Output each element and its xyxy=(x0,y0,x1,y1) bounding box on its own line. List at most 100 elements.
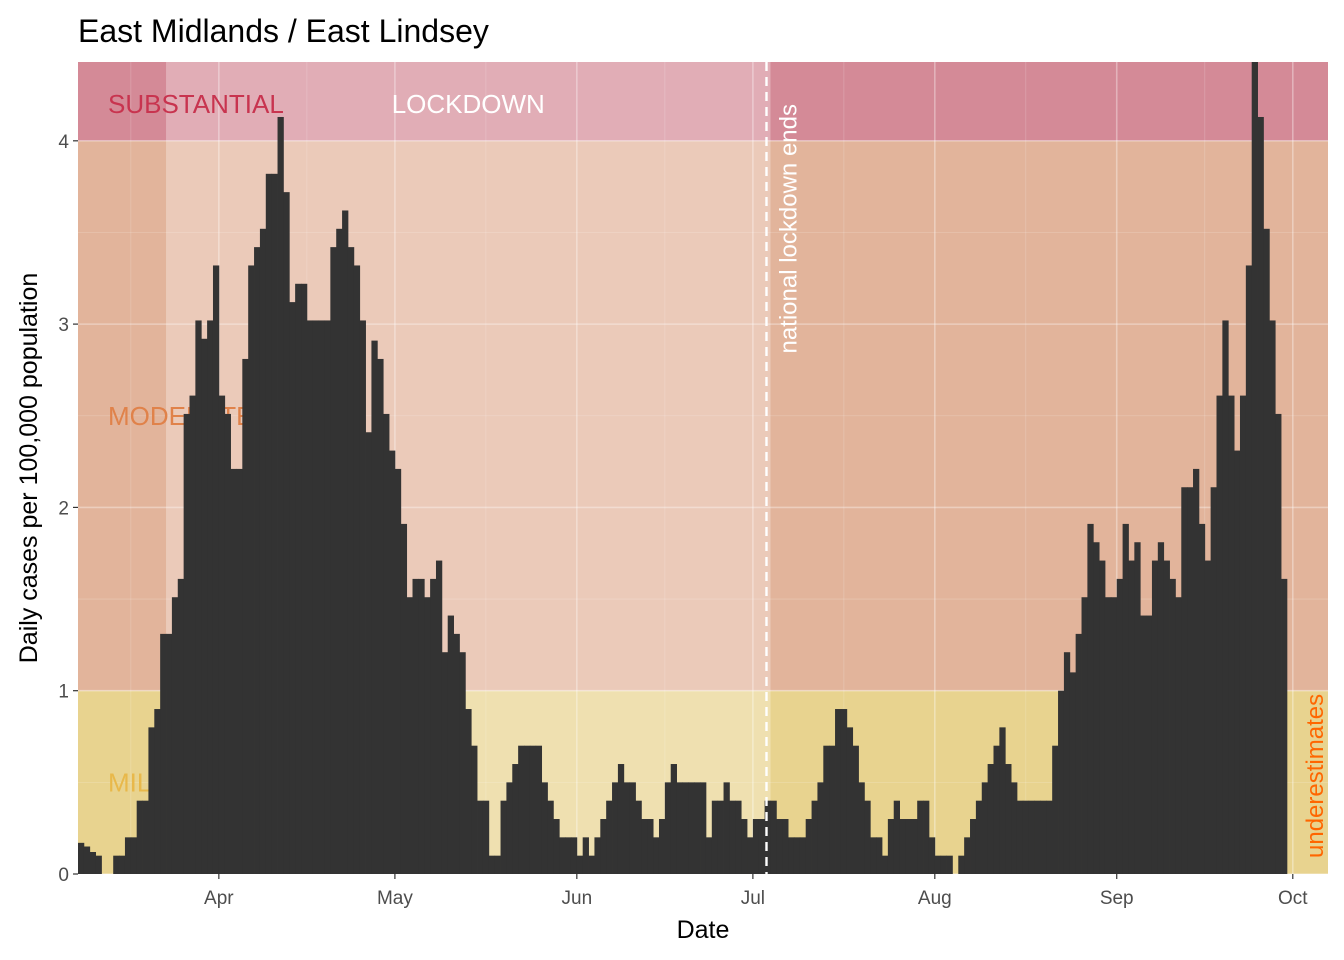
bar xyxy=(1157,542,1165,874)
bar xyxy=(347,247,355,874)
bar xyxy=(418,578,425,874)
bar xyxy=(565,837,572,874)
bar xyxy=(512,764,519,874)
bar xyxy=(95,855,102,874)
bar xyxy=(917,800,924,874)
bar xyxy=(201,338,208,875)
bar xyxy=(435,560,443,874)
bar xyxy=(394,468,402,874)
zone-substantial xyxy=(78,62,1328,141)
bar xyxy=(283,192,290,874)
bar xyxy=(975,800,983,874)
x-tick-label: Jul xyxy=(741,888,765,909)
bar xyxy=(764,800,771,874)
bar xyxy=(218,395,226,874)
underestimates-label: underestimates xyxy=(1302,694,1329,858)
bar xyxy=(823,745,830,874)
x-axis-title: Date xyxy=(677,916,730,944)
bar xyxy=(160,633,167,874)
bar xyxy=(840,709,848,874)
bar xyxy=(89,852,97,874)
bar xyxy=(177,578,185,874)
bar xyxy=(459,652,466,874)
lockdown-label: LOCKDOWN xyxy=(392,89,545,119)
bar xyxy=(752,819,760,874)
bar xyxy=(383,413,390,874)
bar xyxy=(1110,597,1118,874)
bar xyxy=(148,727,155,874)
bar xyxy=(1099,560,1106,874)
bar xyxy=(876,837,883,874)
bar xyxy=(236,468,243,874)
bar xyxy=(1011,782,1018,874)
bar xyxy=(958,855,965,874)
bar xyxy=(788,837,795,874)
bar xyxy=(1263,228,1270,875)
bar xyxy=(606,800,613,874)
bar xyxy=(1028,800,1035,874)
y-axis-title: Daily cases per 100,000 population xyxy=(15,273,43,664)
bar xyxy=(477,800,484,874)
bar xyxy=(371,340,378,874)
bar xyxy=(999,727,1006,874)
bar xyxy=(1134,542,1141,874)
bar xyxy=(758,819,766,874)
bar xyxy=(705,837,713,874)
bar xyxy=(324,320,331,874)
bar xyxy=(782,819,789,874)
bar xyxy=(1081,597,1088,874)
bar xyxy=(1063,652,1071,874)
bar xyxy=(248,265,255,874)
bar xyxy=(1075,633,1082,874)
x-tick-label: Jun xyxy=(562,888,593,909)
bar xyxy=(623,782,631,874)
bar xyxy=(124,837,132,874)
bar xyxy=(488,855,496,874)
bar xyxy=(1234,450,1241,874)
bar xyxy=(506,782,513,874)
bar xyxy=(612,782,619,874)
bar xyxy=(1040,800,1047,874)
bar xyxy=(541,782,548,874)
bar xyxy=(635,800,642,874)
bar xyxy=(529,745,537,874)
bar xyxy=(1204,560,1212,874)
bar xyxy=(78,842,85,874)
bar xyxy=(301,283,308,874)
bar xyxy=(576,855,584,874)
bar xyxy=(664,782,672,874)
bar xyxy=(1222,320,1229,874)
bar xyxy=(171,597,179,874)
bar xyxy=(911,819,918,874)
bar xyxy=(1034,800,1041,874)
bar xyxy=(747,837,754,874)
bar xyxy=(629,782,636,874)
bar xyxy=(641,819,648,874)
bars xyxy=(78,62,1288,875)
bar xyxy=(741,819,748,874)
bar xyxy=(1175,597,1182,874)
bar xyxy=(1069,672,1077,874)
bar xyxy=(465,709,472,874)
bar xyxy=(793,837,801,874)
bar xyxy=(805,819,812,874)
bar xyxy=(1005,764,1012,874)
bar xyxy=(406,597,413,874)
bar xyxy=(1022,800,1030,874)
bar xyxy=(617,764,625,874)
bar xyxy=(735,800,742,874)
x-tick-label: May xyxy=(377,888,413,909)
bar xyxy=(1052,745,1059,874)
bar xyxy=(858,782,865,874)
bar xyxy=(987,764,994,874)
bar xyxy=(230,468,237,874)
y-tick-label: 3 xyxy=(58,315,69,336)
bar xyxy=(424,597,431,874)
bar xyxy=(711,800,719,874)
bar xyxy=(183,413,190,874)
bar xyxy=(130,837,138,874)
bar xyxy=(582,837,589,874)
bar xyxy=(342,210,349,874)
